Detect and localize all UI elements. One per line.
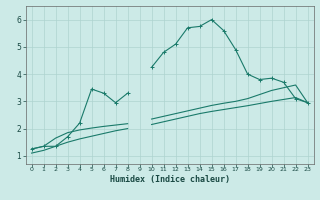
X-axis label: Humidex (Indice chaleur): Humidex (Indice chaleur) bbox=[109, 175, 230, 184]
